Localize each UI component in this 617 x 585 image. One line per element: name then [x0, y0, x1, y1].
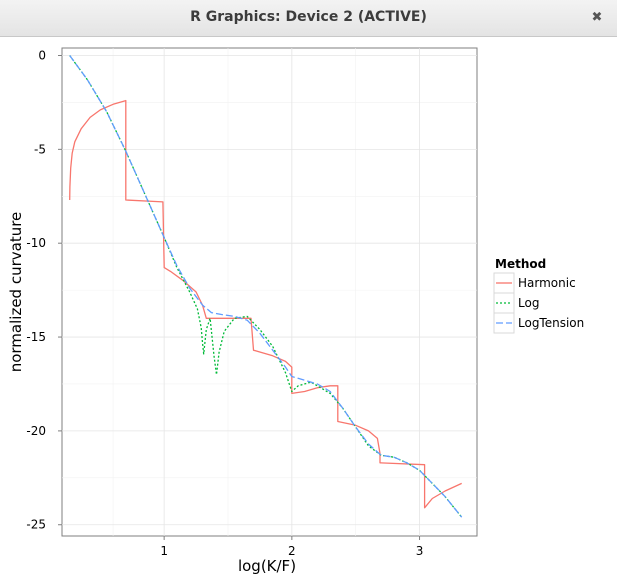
- legend-title: Method: [495, 257, 546, 271]
- series-line-logtension: [69, 55, 463, 518]
- x-tick-label: 2: [288, 544, 296, 558]
- x-axis-label: log(K/F): [238, 557, 296, 575]
- grid-lines: [62, 48, 477, 536]
- legend-label-logtension: LogTension: [518, 316, 584, 330]
- series-line-harmonic: [69, 99, 462, 509]
- close-icon[interactable]: ✖: [591, 10, 603, 25]
- x-tick-label: 1: [160, 544, 168, 558]
- y-axis-label: normalized curvature: [7, 212, 25, 373]
- y-tick-label: -5: [34, 142, 46, 156]
- y-tick-label: -10: [26, 236, 46, 250]
- y-axis-ticks: 0 -5 -10 -15 -20 -25: [26, 49, 62, 532]
- plot-svg: 0 -5 -10 -15 -20 -25 1 2 3 log(K/F) normalized …: [7, 47, 584, 575]
- x-axis-ticks: 1 2 3: [160, 536, 423, 558]
- panel-background: [61, 47, 478, 537]
- x-tick-label: 3: [416, 544, 424, 558]
- legend: Method Harmonic Log LogTension: [493, 257, 584, 334]
- legend-label-log: Log: [518, 296, 539, 310]
- plot-canvas: 0 -5 -10 -15 -20 -25 1 2 3 log(K/F) normalized …: [0, 37, 617, 581]
- window-title: R Graphics: Device 2 (ACTIVE): [190, 9, 427, 25]
- series-lines: [69, 55, 463, 518]
- y-tick-label: 0: [38, 49, 46, 63]
- legend-key-box: [493, 312, 515, 334]
- y-tick-label: -25: [26, 518, 46, 532]
- legend-label-harmonic: Harmonic: [518, 276, 576, 290]
- y-tick-label: -20: [26, 424, 46, 438]
- y-tick-label: -15: [26, 330, 46, 344]
- window-titlebar: R Graphics: Device 2 (ACTIVE) ✖: [0, 0, 617, 37]
